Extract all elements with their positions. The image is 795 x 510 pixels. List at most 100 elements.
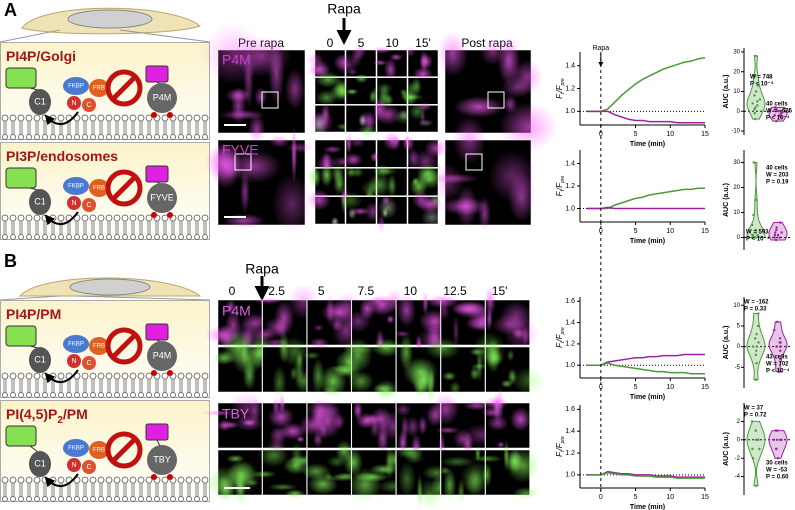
x-tick-label: 10 [666,228,674,235]
signal [373,380,399,402]
data-point [754,231,757,234]
x-tick-label: 5 [634,228,638,235]
c-label: C [86,202,91,209]
signal [242,419,257,426]
data-point [753,112,756,115]
series-line [586,206,705,210]
signal [386,314,395,324]
lipid-head [10,234,16,240]
lipid-head [97,372,105,380]
lipid-head [105,114,113,122]
data-point [779,116,782,119]
y-tick-label: 1.6 [565,406,575,413]
probe-fluor [145,165,169,183]
signal [243,49,255,109]
title-part: PI(4,5)P [6,406,57,422]
signal [398,461,416,498]
x-tick-label: 15 [701,131,709,138]
signal [465,468,484,497]
time-label: 0 [229,284,236,298]
lipid-head [154,392,160,398]
data-point [780,231,783,234]
title-part: /PM [63,406,88,422]
lipid-head [122,134,128,140]
signal [289,366,298,381]
lipid-head [194,234,200,240]
probe-label: FYVE [150,192,174,202]
data-point [775,226,778,229]
lipid-head [113,214,121,222]
signal [453,96,505,118]
signal [320,102,331,126]
signal [343,356,361,381]
c1-domain [29,89,51,115]
signal [307,189,331,211]
lipid-head [161,214,169,222]
lipid-marker [167,112,173,118]
signal [258,443,289,468]
fkbp-label: FKBP [68,342,84,348]
lipid-head [178,234,184,240]
x-tick-label: 0 [599,131,603,138]
signal [372,59,388,66]
signal [345,310,372,333]
label-part: /F [555,333,564,342]
data-point [774,110,778,113]
data-point [752,236,755,239]
data-point [754,438,758,441]
lipid-head [129,372,137,380]
signal [315,89,338,106]
probe-domain [147,183,177,213]
label-part: pre [560,175,566,183]
rapa-label: Rapa [245,261,279,277]
signal [296,351,304,368]
signal [486,337,501,374]
lipid-head [9,214,17,222]
lipid-head [177,214,185,222]
data-point [778,349,782,352]
data-point [754,74,757,77]
roi-box [465,153,483,171]
lipid-head [90,134,96,140]
signal [271,173,313,235]
probe-label: P4M [222,52,251,68]
lipid-head [194,392,200,398]
y-axis-label: AUC (a.u.) [723,432,730,466]
data-point [756,100,759,103]
lipid-head [113,476,121,484]
data-point [773,236,776,239]
y-tick-label: 1.4 [565,160,575,167]
lipid-head [74,496,80,502]
stat-annotation: W = 748 [750,75,773,81]
signal [247,114,266,145]
y-tick-label: 20 [733,185,740,191]
data-point [751,233,754,237]
lipid-head [81,372,89,380]
signal [405,45,416,58]
data-point [779,357,782,361]
fkbp [63,439,89,457]
lipid-head [89,214,97,222]
signal [396,446,424,459]
block-sign [111,333,137,359]
signal [226,149,282,184]
y-tick-label: -5 [735,365,741,371]
data-point [756,438,760,441]
lipid-head [105,476,113,484]
x-tick-label: 10 [666,131,674,138]
lipid-head [50,134,56,140]
data-point [754,236,757,239]
lipid-head [137,114,145,122]
signal [347,207,357,220]
signal [213,350,236,366]
signal [284,489,306,499]
label-part: t [560,450,566,452]
signal [345,88,359,95]
lipid-head [17,214,25,222]
lipid-head [146,392,152,398]
roi-box [234,153,252,171]
signal [402,135,415,152]
signal [371,338,402,358]
signal [402,357,438,387]
data-point [779,221,782,224]
